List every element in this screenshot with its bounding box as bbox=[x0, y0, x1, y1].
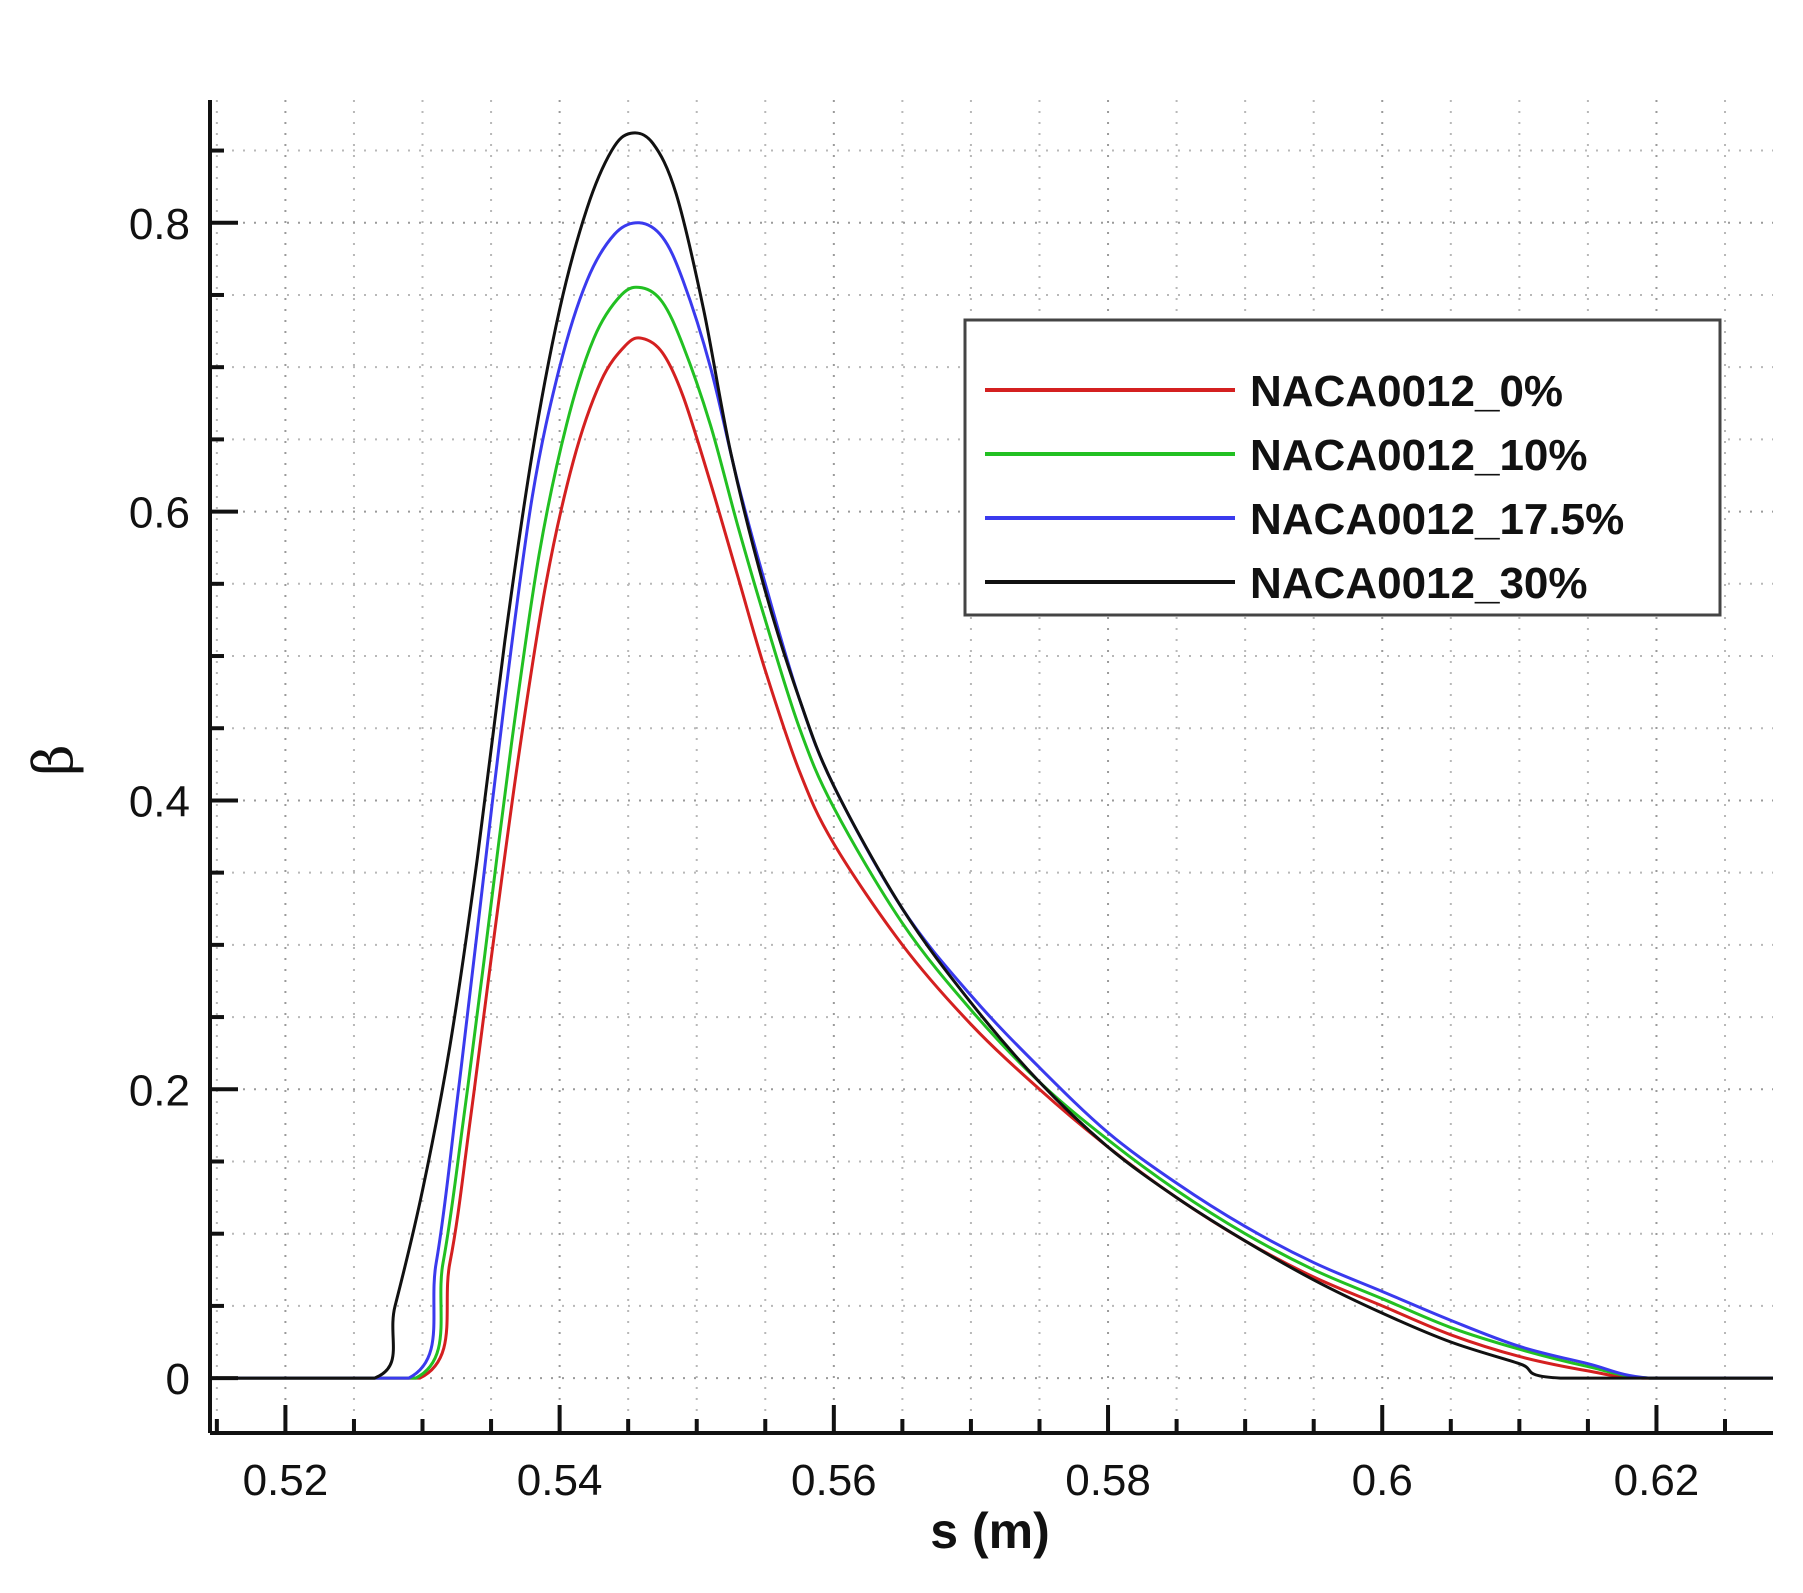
y-tick-label: 0.4 bbox=[129, 777, 190, 826]
legend-box bbox=[963, 318, 1722, 617]
series-line-4 bbox=[210, 131, 1773, 1380]
legend: NACA0012_0% NACA0012_10% NACA0012_17.5% NAC… bbox=[963, 318, 1722, 617]
axes bbox=[208, 100, 1773, 1435]
legend-label-3: NACA0012_17.5% bbox=[1250, 495, 1624, 544]
series-line-1 bbox=[210, 336, 1773, 1380]
series-line-2 bbox=[210, 285, 1773, 1380]
y-tick-label: 0.8 bbox=[129, 200, 190, 249]
y-tick-label: 0.6 bbox=[129, 489, 190, 538]
x-tick-label: 0.54 bbox=[517, 1456, 603, 1505]
x-tick-label: 0.56 bbox=[791, 1456, 877, 1505]
x-axis-label: s (m) bbox=[930, 1503, 1049, 1559]
y-ticks: 0 0.2 0.4 0.6 0.8 bbox=[129, 148, 238, 1404]
series-lines bbox=[210, 131, 1773, 1380]
legend-label-2: NACA0012_10% bbox=[1250, 431, 1588, 480]
x-tick-label: 0.52 bbox=[243, 1456, 329, 1505]
y-tick-label: 0.2 bbox=[129, 1066, 190, 1115]
grid-lines bbox=[210, 100, 1773, 1433]
x-ticks: 0.52 0.54 0.56 0.58 0.6 0.62 bbox=[214, 1405, 1728, 1505]
legend-label-1: NACA0012_0% bbox=[1250, 367, 1563, 416]
legend-items: NACA0012_0% NACA0012_10% NACA0012_17.5% NAC… bbox=[985, 367, 1624, 608]
y-axis-label: β bbox=[22, 744, 85, 775]
legend-label-4: NACA0012_30% bbox=[1250, 559, 1588, 608]
y-tick-label: 0 bbox=[166, 1355, 190, 1404]
x-tick-label: 0.58 bbox=[1065, 1456, 1151, 1505]
x-tick-label: 0.6 bbox=[1352, 1456, 1413, 1505]
x-tick-label: 0.62 bbox=[1614, 1456, 1700, 1505]
